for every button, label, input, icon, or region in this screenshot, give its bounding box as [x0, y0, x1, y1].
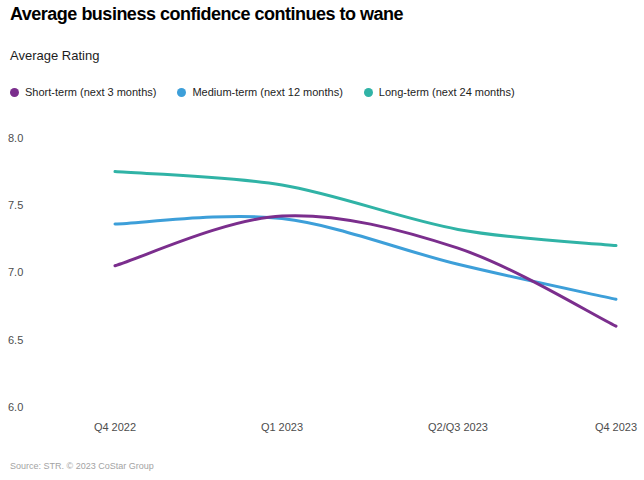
chart-card: Average business confidence continues to…	[0, 0, 644, 480]
y-axis-tick-label: 6.5	[8, 334, 23, 346]
x-axis-tick-label: Q4 2023	[595, 421, 637, 433]
y-axis-tick-label: 7.0	[8, 266, 23, 278]
series-line-long-term	[115, 172, 616, 246]
y-axis-tick-label: 7.5	[8, 199, 23, 211]
line-chart: 8.0 7.5 7.0 6.5 6.0 Q4 2022 Q1 2023 Q2/Q3 2023 Q…	[0, 0, 644, 480]
series-line-short-term	[115, 216, 616, 327]
y-axis-tick-label: 6.0	[8, 401, 23, 413]
y-axis-tick-label: 8.0	[8, 132, 23, 144]
x-axis-tick-label: Q2/Q3 2023	[428, 421, 488, 433]
source-note: Source: STR. © 2023 CoStar Group	[10, 461, 154, 471]
x-axis-tick-label: Q1 2023	[261, 421, 303, 433]
x-axis-tick-label: Q4 2022	[94, 421, 136, 433]
